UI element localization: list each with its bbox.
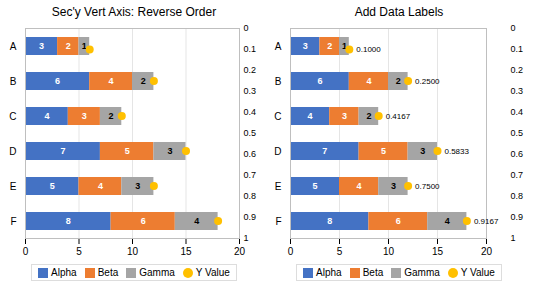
svg-text:D: D — [274, 146, 281, 157]
svg-text:0.8: 0.8 — [244, 191, 257, 201]
html-text:Y Value: Y Value — [460, 267, 495, 278]
svg-text:4: 4 — [366, 76, 371, 86]
svg-text:0: 0 — [288, 246, 294, 257]
svg-text:20: 20 — [481, 246, 493, 257]
svg-text:0.6: 0.6 — [244, 149, 257, 159]
svg-text:1: 1 — [81, 41, 87, 52]
svg-text:1: 1 — [244, 233, 249, 243]
svg-text:8: 8 — [327, 216, 332, 226]
svg-text:D: D — [9, 146, 16, 157]
svg-text:0.7500: 0.7500 — [415, 182, 440, 191]
svg-text:F: F — [275, 216, 281, 227]
svg-text:1: 1 — [341, 41, 347, 52]
svg-text:0.4: 0.4 — [511, 107, 524, 117]
svg-text:3: 3 — [391, 181, 396, 191]
svg-text:20: 20 — [234, 246, 246, 257]
svg-text:0.1: 0.1 — [244, 44, 257, 54]
svg-text:2: 2 — [396, 76, 401, 86]
svg-text:0.7: 0.7 — [511, 170, 524, 180]
svg-text:6: 6 — [396, 216, 401, 226]
svg-text:8: 8 — [66, 216, 71, 226]
svg-text:0.4: 0.4 — [244, 107, 257, 117]
svg-text:A: A — [275, 41, 282, 52]
svg-text:4: 4 — [357, 181, 362, 191]
svg-text:0.5833: 0.5833 — [445, 147, 470, 156]
svg-text:5: 5 — [125, 146, 130, 156]
svg-text:E: E — [275, 181, 282, 192]
svg-text:0.2500: 0.2500 — [415, 77, 440, 86]
svg-text:0: 0 — [23, 246, 29, 257]
svg-text:0.3: 0.3 — [511, 86, 524, 96]
svg-text:3: 3 — [135, 181, 140, 191]
svg-text:3: 3 — [167, 146, 172, 156]
svg-text:4: 4 — [194, 216, 199, 226]
html-text:Alpha: Alpha — [51, 267, 77, 278]
svg-text:0.6: 0.6 — [511, 149, 524, 159]
svg-text:B: B — [275, 76, 282, 87]
svg-text:7: 7 — [60, 146, 65, 156]
html-text:Y Value: Y Value — [195, 267, 230, 278]
svg-text:1: 1 — [511, 233, 516, 243]
svg-text:0.3: 0.3 — [244, 86, 257, 96]
svg-text:5: 5 — [76, 246, 82, 257]
svg-text:7: 7 — [322, 146, 327, 156]
svg-text:5: 5 — [337, 246, 343, 257]
svg-text:4: 4 — [44, 111, 49, 121]
svg-text:4: 4 — [445, 216, 450, 226]
svg-text:C: C — [274, 111, 281, 122]
svg-text:0.2: 0.2 — [244, 65, 257, 75]
svg-text:2: 2 — [109, 111, 114, 121]
html-text:Gamma: Gamma — [139, 267, 175, 278]
svg-text:4: 4 — [109, 76, 114, 86]
html-text:Add Data Labels: Add Data Labels — [354, 5, 444, 19]
svg-text:B: B — [10, 76, 17, 87]
svg-text:3: 3 — [420, 146, 425, 156]
svg-text:10: 10 — [127, 246, 139, 257]
svg-text:4: 4 — [308, 111, 313, 121]
svg-text:2: 2 — [366, 111, 371, 121]
svg-text:6: 6 — [141, 216, 146, 226]
html-text:Beta: Beta — [362, 267, 384, 278]
svg-text:C: C — [9, 111, 16, 122]
svg-text:0.8: 0.8 — [511, 191, 524, 201]
svg-text:5: 5 — [381, 146, 386, 156]
svg-text:0.4167: 0.4167 — [386, 112, 411, 121]
svg-text:0: 0 — [244, 23, 249, 33]
svg-text:10: 10 — [383, 246, 395, 257]
svg-text:15: 15 — [432, 246, 444, 257]
html-text:Gamma: Gamma — [404, 267, 440, 278]
svg-text:2: 2 — [327, 41, 332, 51]
svg-text:0.5: 0.5 — [511, 128, 524, 138]
svg-text:3: 3 — [39, 41, 44, 51]
html-text:Beta: Beta — [97, 267, 119, 278]
svg-text:0.7: 0.7 — [244, 170, 257, 180]
svg-text:0.1: 0.1 — [511, 44, 524, 54]
svg-text:0: 0 — [511, 23, 516, 33]
svg-text:4: 4 — [98, 181, 103, 191]
svg-text:0.2: 0.2 — [511, 65, 524, 75]
svg-text:A: A — [10, 41, 17, 52]
svg-text:6: 6 — [55, 76, 60, 86]
svg-text:3: 3 — [303, 41, 308, 51]
svg-text:E: E — [10, 181, 17, 192]
html-text:Sec'y Vert Axis: Reverse Order: Sec'y Vert Axis: Reverse Order — [51, 5, 217, 19]
svg-text:0.1000: 0.1000 — [356, 45, 381, 54]
svg-text:0.9: 0.9 — [244, 212, 257, 222]
svg-text:2: 2 — [66, 41, 71, 51]
svg-text:5: 5 — [50, 181, 55, 191]
svg-text:F: F — [10, 216, 16, 227]
svg-text:3: 3 — [82, 111, 87, 121]
svg-text:0.9: 0.9 — [511, 212, 524, 222]
svg-text:5: 5 — [312, 181, 317, 191]
svg-text:3: 3 — [342, 111, 347, 121]
svg-text:2: 2 — [141, 76, 146, 86]
svg-text:6: 6 — [317, 76, 322, 86]
html-text:Alpha: Alpha — [316, 267, 342, 278]
svg-text:15: 15 — [180, 246, 192, 257]
svg-text:0.9167: 0.9167 — [474, 217, 499, 226]
svg-text:0.5: 0.5 — [244, 128, 257, 138]
